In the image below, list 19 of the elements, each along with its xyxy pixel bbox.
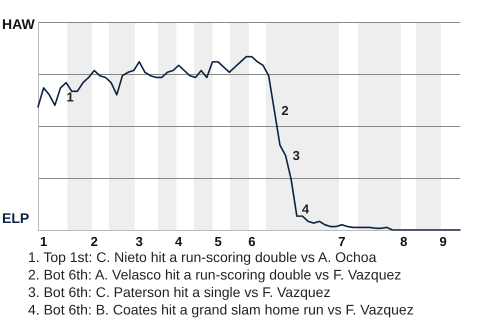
text: ELP — [2, 210, 30, 226]
annotation: 1 — [66, 89, 74, 104]
x-tick-label: 8 — [400, 234, 408, 249]
x-tick-label: 6 — [248, 234, 256, 249]
x-tick-label: 3 — [136, 234, 143, 249]
x-tick-label: 1 — [40, 234, 48, 249]
annotation: 3 — [292, 148, 300, 163]
text: 1. Top 1st: C. Nieto hit a run-scoring double vs A. Ochoa — [28, 249, 377, 265]
annotation: 2 — [281, 102, 289, 118]
text: 2. Bot 6th: A. Velasco hit a run-scoring double vs F. Vazquez — [28, 266, 402, 282]
x-tick-label: 2 — [90, 234, 98, 249]
text: HAW — [2, 16, 36, 32]
text: 3. Bot 6th: C. Paterson hit a single vs F. Vazquez — [28, 284, 330, 300]
text: 4. Bot 6th: B. Coates hit a grand slam home run vs F. Vazquez — [28, 302, 414, 318]
x-tick-label: 7 — [338, 234, 346, 249]
annotation: 4 — [302, 202, 310, 217]
x-tick-label: 4 — [175, 234, 184, 249]
x-tick-label: 9 — [440, 234, 447, 249]
x-tick-label: 5 — [214, 234, 222, 249]
